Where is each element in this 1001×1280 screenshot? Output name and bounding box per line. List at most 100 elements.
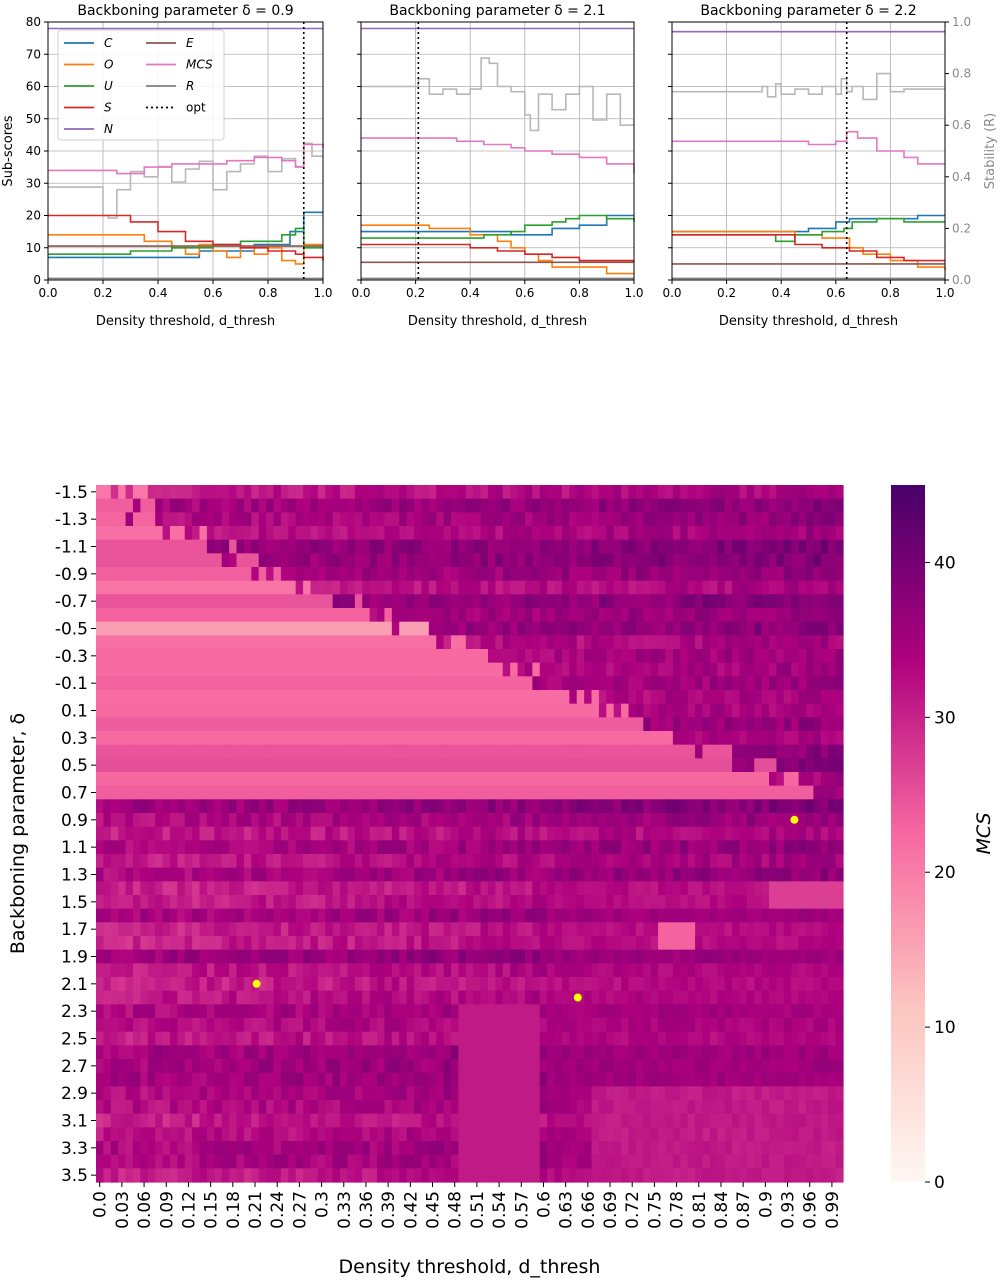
heatmap-cell — [613, 1072, 622, 1087]
x-tick-label: 0.0 — [38, 286, 57, 300]
heatmap-cell — [806, 867, 815, 882]
heatmap-cell — [547, 922, 556, 937]
heatmap-cell — [635, 826, 644, 841]
heatmap-cell — [310, 772, 319, 787]
heatmap-cell — [288, 621, 297, 636]
heatmap-cell — [243, 567, 252, 582]
heatmap-cell — [399, 608, 408, 623]
heatmap-cell — [280, 1072, 289, 1087]
heatmap-cell — [332, 580, 341, 595]
heatmap-cell — [229, 635, 238, 650]
heatmap-cell — [110, 799, 119, 814]
heatmap-cell — [554, 567, 563, 582]
heatmap-cell — [680, 1072, 689, 1087]
heatmap-cell — [155, 731, 164, 746]
heatmap-cell — [783, 895, 792, 910]
heatmap-cell — [783, 662, 792, 677]
heatmap-cell — [798, 881, 807, 896]
heatmap-cell — [443, 922, 452, 937]
heatmap-cell — [524, 785, 533, 800]
heatmap-cell — [532, 813, 541, 828]
heatmap-cell — [199, 512, 208, 527]
heatmap-cell — [443, 608, 452, 623]
heatmap-cell — [273, 703, 282, 718]
heatmap-cell — [746, 799, 755, 814]
heatmap-cell — [199, 1100, 208, 1115]
heatmap-cell — [162, 485, 171, 500]
heatmap-cell — [399, 635, 408, 650]
heatmap-cell — [303, 1072, 312, 1087]
heatmap-cell — [628, 1018, 637, 1033]
heatmap-cell — [569, 854, 578, 869]
heatmap-cell — [473, 526, 482, 541]
heatmap-cell — [177, 772, 186, 787]
heatmap-cell — [687, 895, 696, 910]
heatmap-cell — [414, 949, 423, 964]
heatmap-cell — [140, 1072, 149, 1087]
heatmap-cell — [140, 922, 149, 937]
heatmap-cell — [643, 963, 652, 978]
heatmap-cell — [480, 799, 489, 814]
heatmap-cell — [591, 936, 600, 951]
heatmap-cell — [539, 1018, 548, 1033]
heatmap-cell — [295, 1127, 304, 1142]
heatmap-cell — [406, 1059, 415, 1074]
heatmap-cell — [754, 813, 763, 828]
heatmap-cell — [96, 854, 104, 869]
heatmap-cell — [820, 608, 829, 623]
heatmap-cell — [369, 553, 378, 568]
heatmap-cell — [739, 676, 748, 691]
heatmap-cell — [288, 799, 297, 814]
heatmap-cell — [384, 1004, 393, 1019]
heatmap-cell — [554, 703, 563, 718]
heatmap-cell — [451, 758, 460, 773]
heatmap-cell — [288, 567, 297, 582]
heatmap-cell — [783, 676, 792, 691]
heatmap-cell — [695, 1059, 704, 1074]
heatmap-cell — [184, 526, 193, 541]
heatmap-cell — [199, 949, 208, 964]
heatmap-cell — [828, 963, 837, 978]
heatmap-cell — [199, 840, 208, 855]
heatmap-cell — [118, 594, 127, 609]
heatmap-cell — [473, 553, 482, 568]
heatmap-cell — [746, 567, 755, 582]
heatmap-cell — [769, 854, 778, 869]
heatmap-cell — [391, 744, 400, 759]
heatmap-cell — [340, 485, 349, 500]
heatmap-cell — [606, 1113, 615, 1128]
heatmap-cell — [451, 1113, 460, 1128]
heatmap-cell — [340, 1031, 349, 1046]
heatmap-cell — [687, 785, 696, 800]
heatmap-cell — [354, 854, 363, 869]
heatmap-cell — [273, 498, 282, 513]
heatmap-cell — [391, 1059, 400, 1074]
heatmap-cell — [288, 553, 297, 568]
heatmap-cell — [665, 990, 674, 1005]
heatmap-cell — [184, 1127, 193, 1142]
heatmap-cell — [539, 594, 548, 609]
heatmap-cell — [295, 1045, 304, 1060]
heatmap-cell — [125, 1113, 134, 1128]
heatmap-cell — [746, 813, 755, 828]
heatmap-cell — [273, 1113, 282, 1128]
heatmap-cell — [598, 649, 607, 664]
heatmap-cell — [458, 881, 467, 896]
heatmap-cell — [650, 512, 659, 527]
heatmap-cell — [347, 553, 356, 568]
heatmap-cell — [258, 813, 267, 828]
heatmap-cell — [214, 662, 223, 677]
heatmap-cell — [317, 526, 326, 541]
heatmap-cell — [709, 649, 718, 664]
heatmap-cell — [806, 690, 815, 705]
heatmap-cell — [162, 867, 171, 882]
heatmap-cell — [273, 758, 282, 773]
heatmap-cell — [266, 936, 275, 951]
heatmap-cell — [776, 512, 785, 527]
series-line-s — [361, 243, 634, 262]
heatmap-cell — [384, 526, 393, 541]
heatmap-cell — [635, 867, 644, 882]
heatmap-cell — [732, 1059, 741, 1074]
heatmap-cell — [524, 498, 533, 513]
heatmap-cell — [584, 908, 593, 923]
